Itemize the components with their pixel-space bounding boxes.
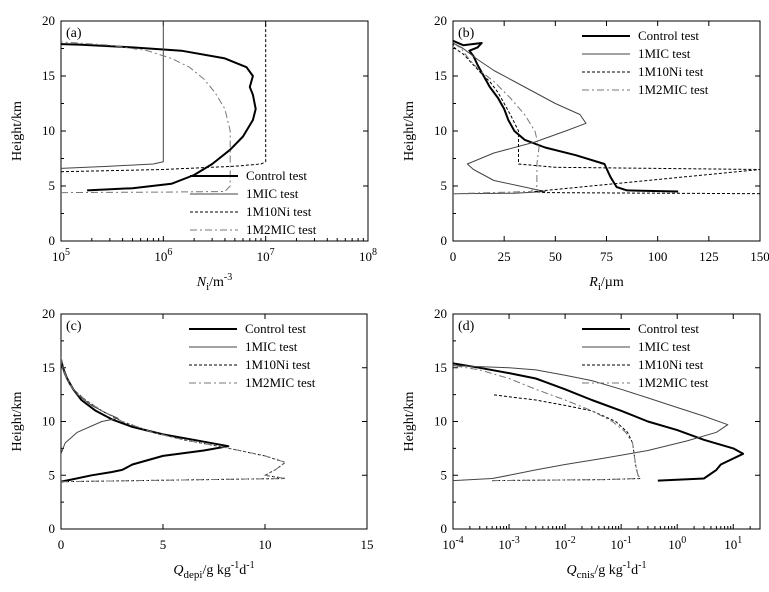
y-tick-label: 0 <box>49 233 56 248</box>
series-line <box>453 365 641 482</box>
panel-label: (c) <box>66 319 82 334</box>
x-tick-label: 5 <box>160 537 167 552</box>
series-line <box>453 42 760 195</box>
legend-label: Control test <box>638 321 699 336</box>
x-tick-label: 25 <box>498 249 511 264</box>
y-tick-label: 10 <box>434 414 447 429</box>
x-axis-label: Qdepi/g kg-1d-1 <box>173 560 254 581</box>
legend-label: 1M2MIC test <box>638 375 709 390</box>
x-tick-label: 10-4 <box>442 535 463 552</box>
series-line <box>61 356 286 483</box>
y-tick-label: 0 <box>49 521 56 536</box>
series-line <box>61 41 231 194</box>
x-tick-label: 107 <box>257 247 275 264</box>
legend-label: 1MIC test <box>246 186 299 201</box>
x-tick-label: 75 <box>600 249 613 264</box>
legend-label: 1M10Ni test <box>245 357 311 372</box>
panel-label: (b) <box>458 26 475 41</box>
x-tick-label: 101 <box>724 535 742 552</box>
legend: Control test 1MIC test 1M10Ni test 1M2MIC t… <box>582 28 709 97</box>
y-tick-label: 20 <box>434 306 447 321</box>
x-tick-label: 10-2 <box>554 535 575 552</box>
y-tick-label: 0 <box>441 233 448 248</box>
x-tick-label: 106 <box>154 247 172 264</box>
y-tick-label: 15 <box>42 68 55 83</box>
legend-label: 1M10Ni test <box>246 204 312 219</box>
legend: Control test 1MIC test 1M10Ni test 1M2MIC t… <box>190 168 317 237</box>
series-line <box>453 42 540 195</box>
x-tick-label: 108 <box>359 247 377 264</box>
series-line <box>61 21 164 169</box>
panel-a: 0 5 10 15 20 105 106 107 108 Height/km Ni/m-3 (a) Co… <box>10 13 377 293</box>
x-tick-label: 15 <box>361 537 374 552</box>
plot-frame <box>452 313 761 530</box>
y-tick-label: 5 <box>441 467 448 482</box>
x-axis-label: Ri/µm <box>588 275 624 293</box>
series-line <box>61 358 230 483</box>
legend-label: 1MIC test <box>638 339 691 354</box>
x-tick-label: 50 <box>549 249 562 264</box>
y-axis-label: Height/km <box>10 101 25 161</box>
legend-label: 1MIC test <box>638 46 691 61</box>
y-tick-label: 10 <box>42 414 55 429</box>
y-tick-label: 15 <box>434 360 447 375</box>
panel-c: 0 5 10 15 20 0 5 10 15 Height/km Qdepi/g kg-1d-1 (c… <box>10 306 374 581</box>
y-tick-label: 0 <box>441 521 448 536</box>
legend-label: 1M2MIC test <box>638 82 709 97</box>
legend-label: Control test <box>245 321 306 336</box>
legend-label: 1M2MIC test <box>245 375 316 390</box>
x-axis-label: Qcnis/g kg-1d-1 <box>567 560 647 581</box>
x-tick-label: 105 <box>52 247 70 264</box>
y-tick-label: 10 <box>434 123 447 138</box>
panel-d: 0 5 10 15 20 10-4 10-3 10-2 10-1 100 101 Height/km Q… <box>402 306 761 581</box>
legend-label: Control test <box>246 168 307 183</box>
legend-label: 1M10Ni test <box>638 357 704 372</box>
x-tick-label: 100 <box>668 535 686 552</box>
legend: Control test 1MIC test 1M10Ni test 1M2MIC t… <box>582 321 709 390</box>
x-tick-label: 10-1 <box>610 535 631 552</box>
y-tick-label: 5 <box>441 178 448 193</box>
panel-label: (a) <box>66 26 82 41</box>
x-axis-label: Ni/m-3 <box>196 272 233 293</box>
y-tick-label: 15 <box>42 360 55 375</box>
legend-label: 1MIC test <box>245 339 298 354</box>
panel-b: 0 5 10 15 20 0 25 50 75 100 125 150 Height/km Ri/µm (b… <box>402 13 769 293</box>
series-line <box>492 394 641 482</box>
y-tick-label: 5 <box>49 467 56 482</box>
y-tick-label: 20 <box>42 13 55 28</box>
y-axis-label: Height/km <box>402 101 417 161</box>
series-line <box>61 362 119 482</box>
series-line <box>453 39 679 193</box>
y-tick-label: 15 <box>434 68 447 83</box>
y-tick-label: 5 <box>49 178 56 193</box>
y-axis-label: Height/km <box>10 391 25 451</box>
x-tick-label: 100 <box>648 249 668 264</box>
y-tick-label: 20 <box>434 13 447 28</box>
plot-frame <box>60 313 368 530</box>
y-axis-label: Height/km <box>402 391 417 451</box>
series-line <box>453 362 745 482</box>
x-tick-label: 0 <box>450 249 457 264</box>
x-tick-label: 10 <box>259 537 272 552</box>
x-tick-label: 0 <box>58 537 65 552</box>
panel-label: (d) <box>458 319 475 334</box>
series-line <box>453 365 729 482</box>
series-line <box>61 21 267 173</box>
legend: Control test 1MIC test 1M10Ni test 1M2MIC t… <box>189 321 316 390</box>
series-line <box>453 42 587 195</box>
legend-label: 1M10Ni test <box>638 64 704 79</box>
legend-label: Control test <box>638 28 699 43</box>
plot-frame <box>60 20 369 242</box>
x-tick-label: 10-3 <box>498 535 519 552</box>
x-tick-label: 150 <box>750 249 769 264</box>
legend-label: 1M2MIC test <box>246 222 317 237</box>
y-tick-label: 20 <box>42 306 55 321</box>
y-tick-label: 10 <box>42 123 55 138</box>
x-tick-label: 125 <box>699 249 719 264</box>
